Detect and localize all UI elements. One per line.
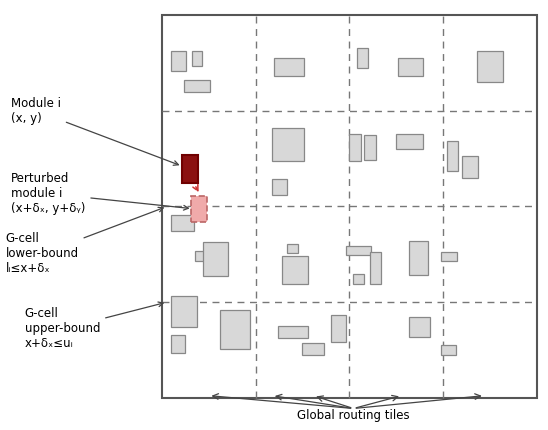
Bar (203, 243, 229, 276)
Bar (287, 243, 298, 253)
Bar (398, 58, 423, 76)
Bar (272, 179, 287, 195)
Bar (278, 326, 308, 338)
Bar (441, 345, 456, 355)
Bar (162, 15, 537, 398)
Bar (274, 58, 304, 76)
Bar (353, 274, 364, 284)
Bar (171, 215, 193, 231)
Bar (346, 246, 371, 255)
Bar (220, 310, 250, 349)
Bar (396, 135, 423, 149)
Bar (462, 156, 478, 178)
Bar (357, 48, 368, 68)
Bar (171, 51, 186, 71)
Bar (182, 155, 198, 184)
Text: Module i
(x, y): Module i (x, y) (11, 97, 179, 165)
Bar (409, 241, 428, 274)
Bar (282, 256, 308, 284)
Bar (184, 80, 210, 92)
Bar (192, 51, 202, 65)
Bar (171, 335, 185, 353)
Bar (272, 128, 304, 161)
Text: G-cell
upper-bound
x+δₓ≤uᵢ: G-cell upper-bound x+δₓ≤uᵢ (25, 302, 163, 350)
Bar (441, 252, 457, 261)
Bar (477, 51, 503, 82)
Bar (191, 196, 207, 222)
Bar (364, 135, 375, 160)
Bar (409, 316, 430, 337)
Bar (332, 315, 346, 342)
Bar (350, 134, 361, 161)
Text: G-cell
lower-bound
lᵢ≤x+δₓ: G-cell lower-bound lᵢ≤x+δₓ (5, 207, 163, 275)
Text: Global routing tiles: Global routing tiles (297, 409, 410, 422)
Bar (196, 251, 204, 261)
Bar (447, 141, 458, 171)
Bar (302, 343, 324, 355)
Bar (370, 252, 380, 284)
Text: Perturbed
module i
(x+δₓ, y+δᵧ): Perturbed module i (x+δₓ, y+δᵧ) (11, 172, 189, 215)
Bar (171, 295, 197, 327)
